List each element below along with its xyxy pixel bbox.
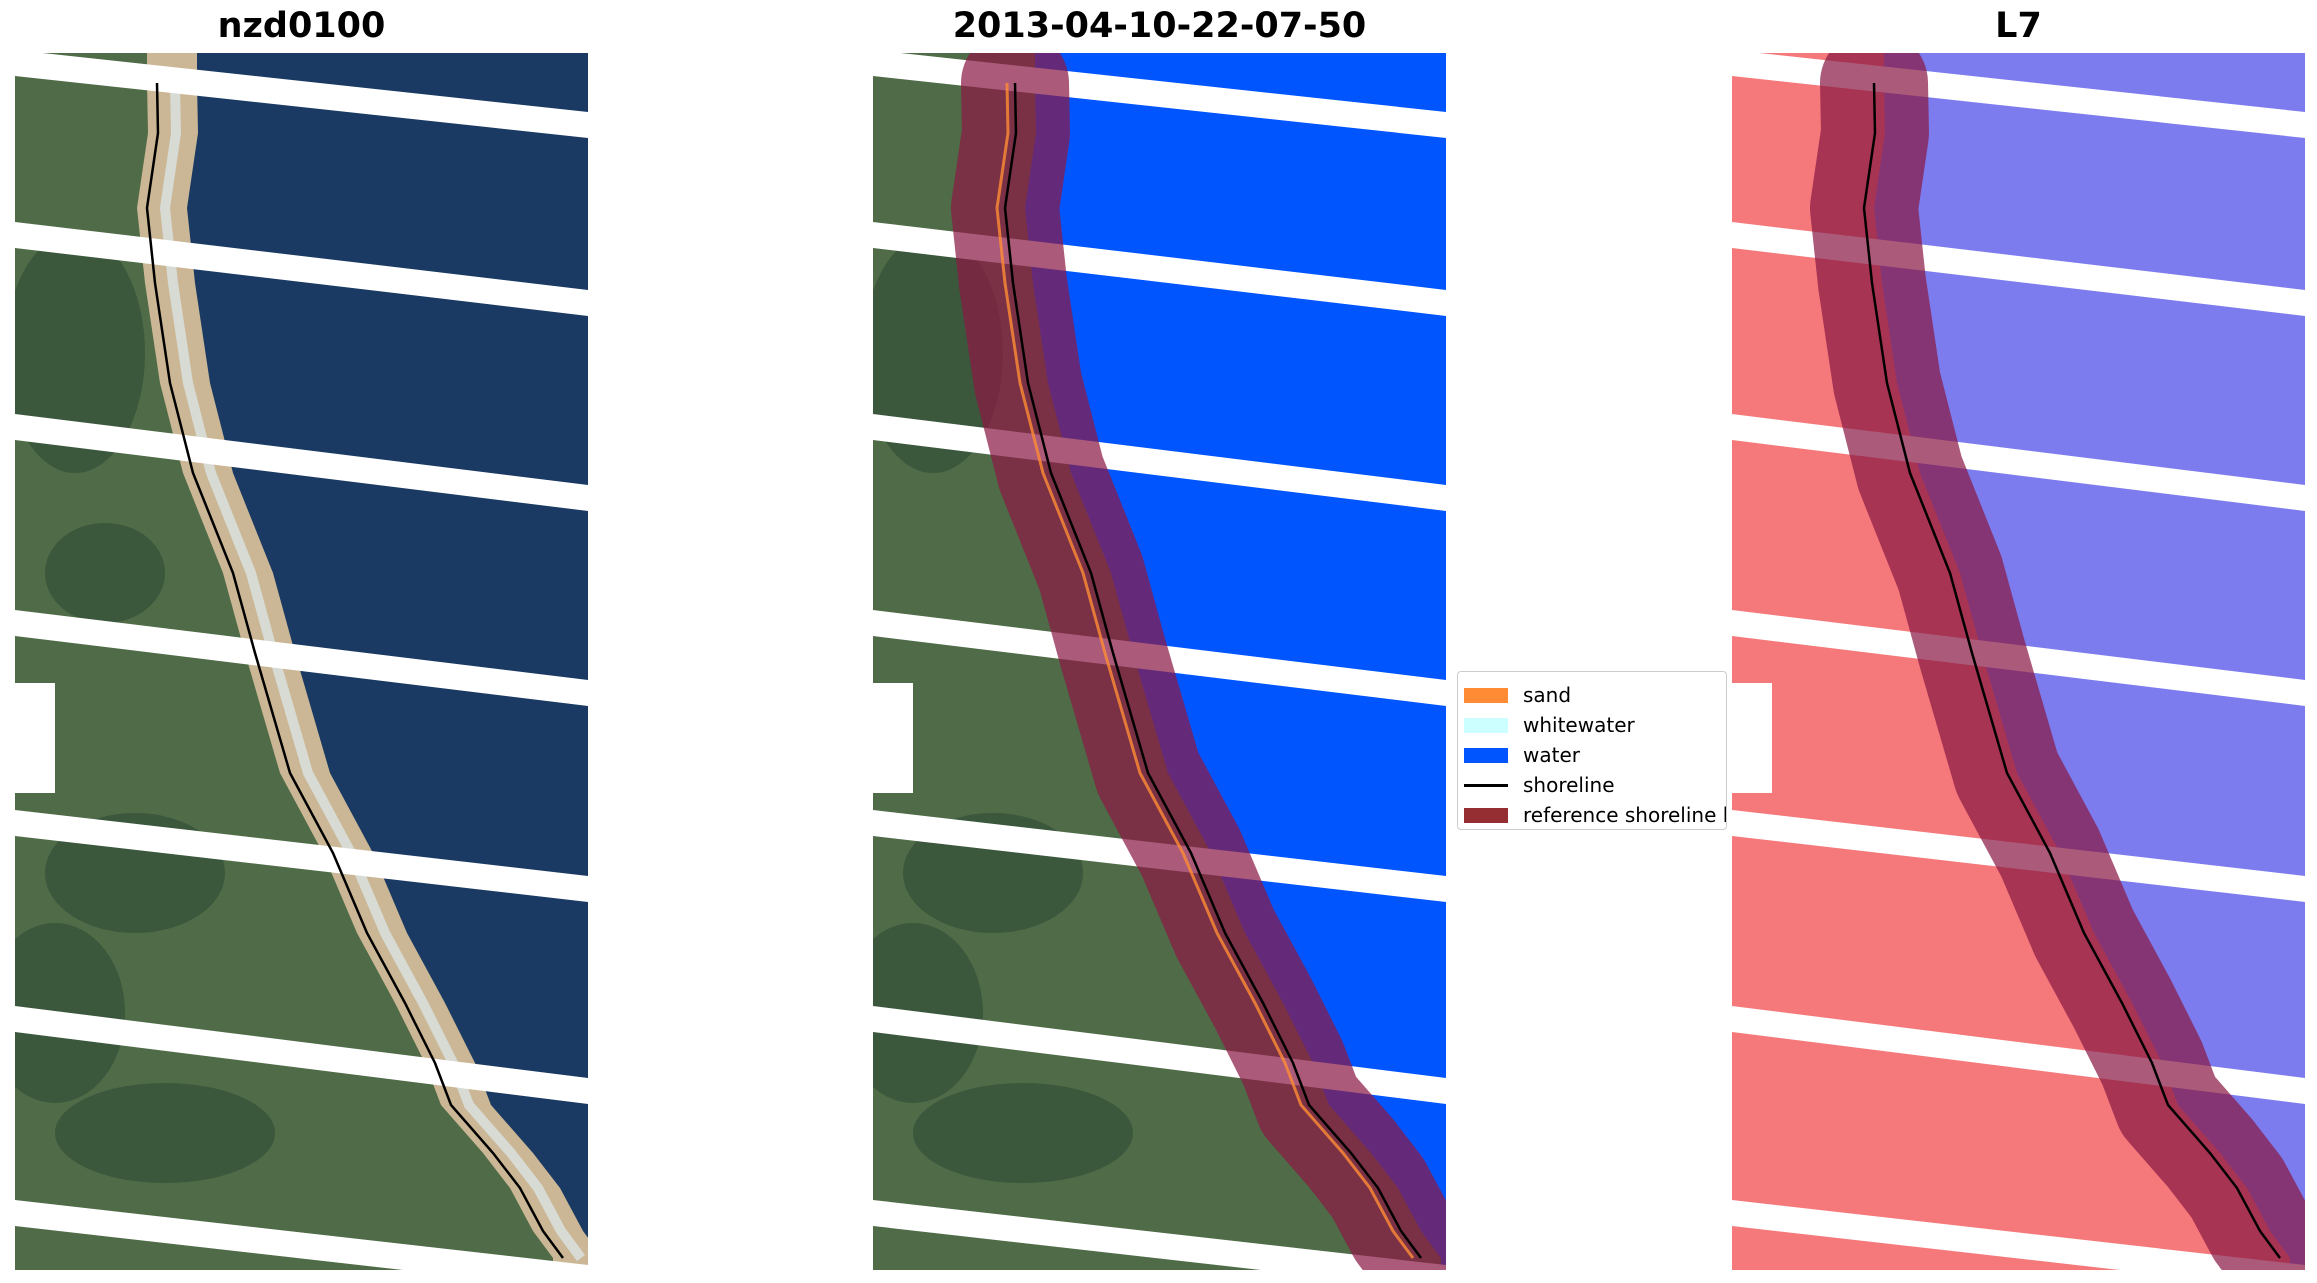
scanline-gap [15,1006,588,1104]
shoreline-line-swatch [1464,784,1508,787]
legend-label: water [1523,743,1580,767]
vegetation-patch [45,523,165,623]
nodata-area [873,683,913,793]
scanline-gap [15,1200,588,1270]
nodata-area [1732,683,1772,793]
classified-image-panel [873,53,1446,1270]
sand-class-edge [995,82,1415,1259]
legend: sand whitewater water shoreline referenc… [1457,671,1727,830]
mndwi-image-panel [1732,53,2305,1270]
scanline-gap [873,1200,1446,1270]
legend-label: sand [1523,683,1572,707]
vegetation-patch [15,233,145,473]
surf-zone [159,82,586,1261]
scanline-gap [1732,1200,2305,1270]
vegetation-patch [913,1083,1133,1183]
nodata-area [15,683,55,793]
legend-label: reference shoreline buffer [1523,803,1726,827]
panel-title-rgb: nzd0100 [217,6,386,46]
shoreline [1003,82,1423,1259]
scanline-gap [15,810,588,902]
sand-swatch [1464,688,1508,703]
vegetation-patch [55,1083,275,1183]
scanline-gap [15,610,588,706]
shoreline [145,82,565,1259]
rgb-image-panel [15,53,588,1270]
panel-title-satellite: L7 [1995,6,2042,46]
whitewater-swatch [1464,718,1508,733]
legend-label: shoreline [1523,773,1615,797]
shoreline [1862,82,2282,1259]
panel-title-date: 2013-04-10-22-07-50 [952,6,1367,46]
legend-label: whitewater [1523,713,1635,737]
scanline-gap [15,414,588,511]
scanline-gap [15,222,588,316]
buffer-swatch [1464,808,1508,823]
water-swatch [1464,748,1508,763]
scanline-gap [15,53,588,138]
land-area [15,53,553,1270]
